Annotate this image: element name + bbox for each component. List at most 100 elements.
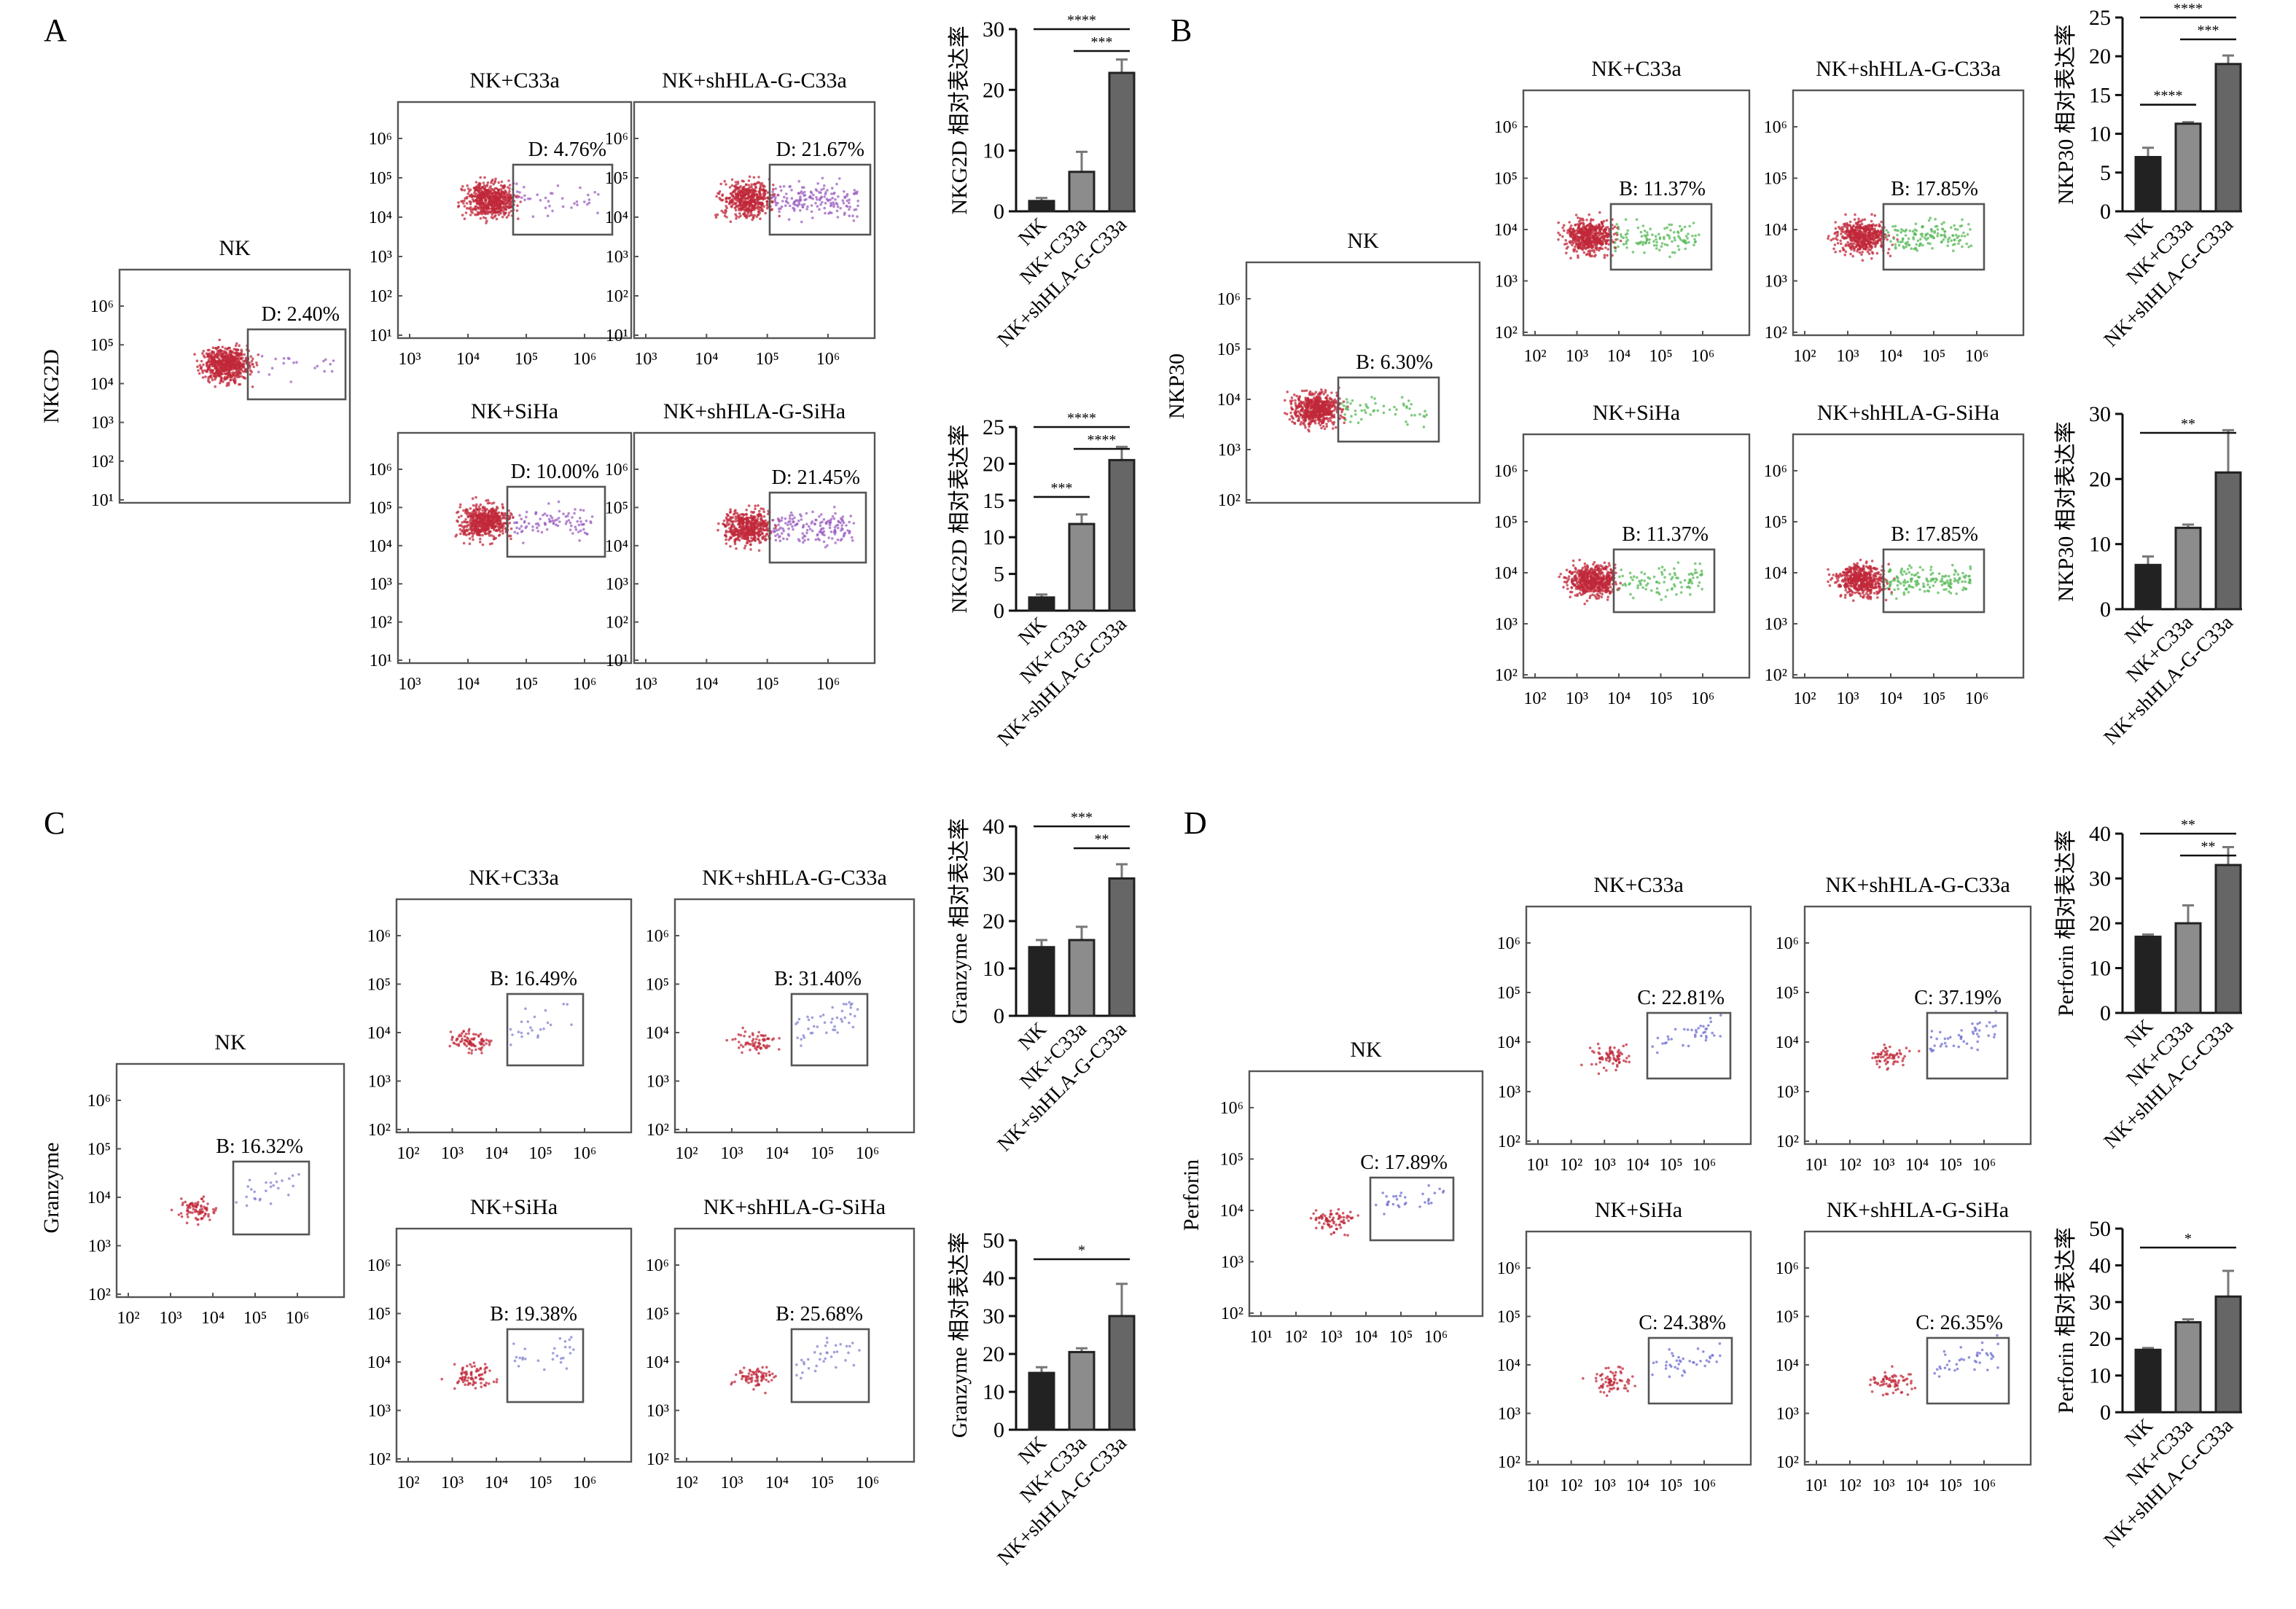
y-tick-label: 10⁵ [605,169,628,188]
event-dot [1406,423,1409,426]
event-dot [558,509,561,513]
event-dot [756,195,759,198]
y-tick-label: 10³ [1765,273,1787,291]
event-dot [587,198,591,201]
event-dot [1688,224,1691,228]
event-dot [495,528,499,531]
event-dot [1293,394,1296,396]
event-dot [1424,410,1426,412]
event-dot [803,539,806,542]
event-dot [1382,411,1386,415]
event-dot [201,352,204,355]
event-dot [734,181,738,184]
event-dot [762,525,765,528]
event-dot [842,521,846,525]
event-dot [494,192,498,195]
y-tick-label: 0 [993,200,1004,224]
event-dot [778,528,781,531]
event-dot [503,185,507,189]
y-tick-label: 10³ [606,248,628,267]
event-dot [525,510,528,514]
event-dot [221,368,224,372]
event-dot [1321,413,1324,416]
y-tick-label: 30 [983,17,1004,42]
event-dot [1303,402,1306,406]
event-dot [736,517,739,520]
event-dot [744,544,747,547]
x-tick-label: 10³ [1836,347,1859,366]
event-dot [551,209,554,213]
event-dot [805,528,809,532]
event-dot [810,204,813,207]
event-dot [1870,219,1873,223]
event-dot [1849,252,1852,256]
event-dot [501,506,504,509]
event-dot [1658,236,1662,239]
event-dot [1885,229,1888,232]
event-dot [500,180,504,184]
event-dot [1657,232,1660,236]
event-dot [823,206,826,210]
event-dot [747,504,751,507]
event-dot [1328,407,1332,410]
event-dot [474,213,477,216]
event-dot [243,353,246,356]
event-dot [536,193,539,197]
event-dot [1693,238,1696,241]
event-dot [489,530,492,533]
event-dot [822,518,826,521]
event-dot [812,193,815,197]
significance-label: *** [1051,480,1073,496]
event-dot [507,205,509,208]
event-dot [1600,221,1604,224]
event-dot [732,195,735,198]
event-dot [759,217,762,221]
event-dot [205,352,208,356]
event-dot [1382,404,1386,407]
event-dot [569,521,572,525]
event-dot [470,531,473,535]
event-dot [495,524,498,527]
event-dot [575,200,579,203]
event-dot [1673,231,1676,234]
event-dot [819,524,822,527]
event-dot [1343,413,1346,416]
event-dot [831,197,834,200]
event-dot [1588,246,1590,249]
bar-y-axis-label: NKG2D 相对表达率 [948,424,972,613]
event-dot [1683,225,1687,229]
event-dot [1615,223,1618,226]
event-dot [463,199,466,203]
event-dot [227,383,230,387]
event-dot [836,216,840,219]
event-dot [754,525,758,528]
event-dot [456,519,458,522]
x-tick-label: 10⁶ [573,350,596,369]
event-dot [831,187,834,190]
event-dot [499,197,501,200]
event-dot [556,524,560,528]
event-dot [1322,425,1325,428]
event-dot [1566,246,1569,248]
event-dot [1356,421,1360,424]
event-dot [494,201,498,205]
event-dot [1329,411,1332,414]
x-tick-label: 10⁵ [515,350,538,369]
event-dot [218,338,222,342]
event-dot [1320,420,1323,423]
event-dots [1284,386,1428,433]
event-dot [470,528,473,531]
event-dot [1635,241,1639,245]
event-dot [1574,246,1577,248]
event-dot [461,521,464,524]
plot-frame [397,101,633,340]
event-dot [726,520,729,522]
event-dot [792,520,795,523]
y-tick-label: 10⁶ [605,130,628,149]
event-dot [217,350,221,353]
event-dot [751,214,754,217]
event-dot [469,210,473,214]
event-dot [835,182,838,186]
y-tick-label: 10¹ [91,491,114,510]
y-tick-label: 15 [983,489,1004,513]
